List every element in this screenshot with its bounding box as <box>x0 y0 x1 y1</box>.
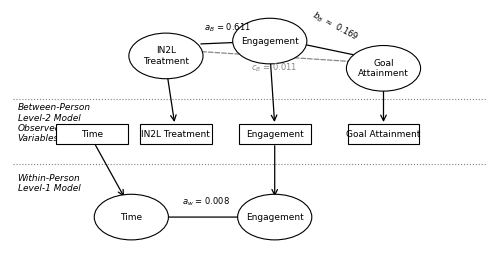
Text: Engagement: Engagement <box>246 129 304 139</box>
FancyBboxPatch shape <box>140 124 212 144</box>
Ellipse shape <box>94 194 168 240</box>
FancyBboxPatch shape <box>348 124 420 144</box>
Ellipse shape <box>346 46 420 91</box>
Text: $a_w$ = 0.008: $a_w$ = 0.008 <box>182 196 230 208</box>
Text: IN2L
Treatment: IN2L Treatment <box>143 46 189 66</box>
Text: Engagement: Engagement <box>246 212 304 222</box>
Text: $b_B$ $\approx$ 0.169: $b_B$ $\approx$ 0.169 <box>310 9 360 43</box>
Text: Observed
Variables: Observed Variables <box>18 124 61 143</box>
FancyBboxPatch shape <box>239 124 310 144</box>
Text: Time: Time <box>120 212 142 222</box>
Ellipse shape <box>232 18 307 64</box>
Text: Goal Attainment: Goal Attainment <box>346 129 420 139</box>
Text: Goal
Attainment: Goal Attainment <box>358 59 409 78</box>
Text: IN2L Treatment: IN2L Treatment <box>142 129 210 139</box>
Text: $c_B$ = 0.011: $c_B$ = 0.011 <box>250 61 297 74</box>
Text: Between-Person
Level-2 Model: Between-Person Level-2 Model <box>18 103 90 123</box>
Text: Within-Person
Level-1 Model: Within-Person Level-1 Model <box>18 174 80 193</box>
Text: $a_B$ = 0.611: $a_B$ = 0.611 <box>204 21 251 34</box>
FancyBboxPatch shape <box>56 124 128 144</box>
Text: Time: Time <box>80 129 103 139</box>
Text: Engagement: Engagement <box>241 37 298 46</box>
Ellipse shape <box>238 194 312 240</box>
Ellipse shape <box>129 33 203 79</box>
